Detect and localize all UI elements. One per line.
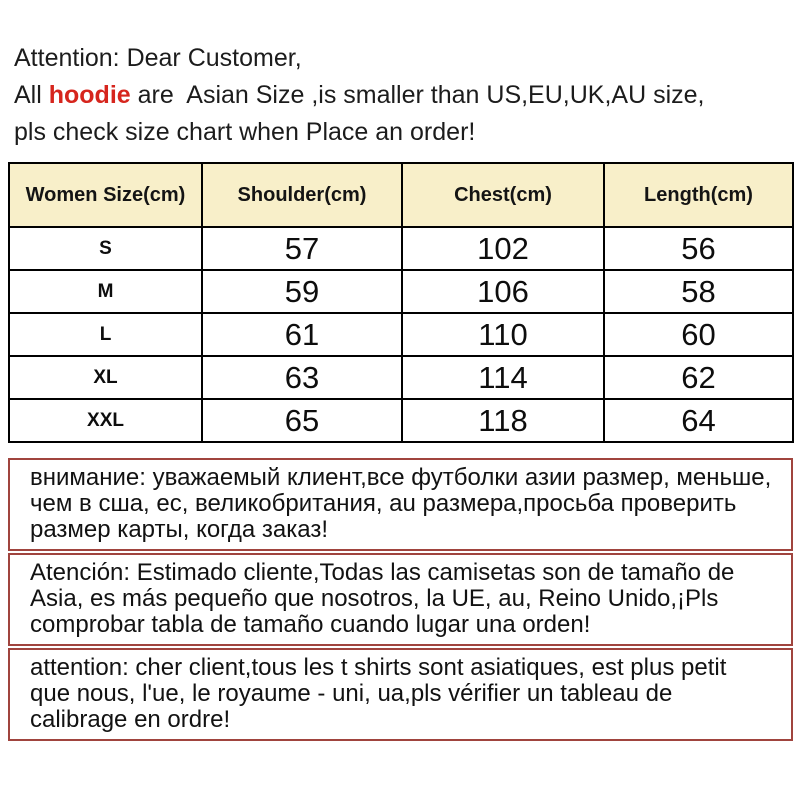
- shoulder-cell: 57: [201, 226, 403, 271]
- chest-cell: 110: [401, 312, 605, 357]
- chest-cell: 118: [401, 398, 605, 443]
- shoulder-cell: 59: [201, 269, 403, 314]
- shoulder-cell: 65: [201, 398, 403, 443]
- attention-line-1: Attention: Dear Customer,: [14, 44, 302, 72]
- size-table: Women Size(cm) Shoulder(cm) Chest(cm) Le…: [8, 162, 794, 443]
- attention-line-2: All hoodie are Asian Size ,is smaller th…: [14, 77, 792, 114]
- notice-russian: внимание: уважаемый клиент,все футболки …: [8, 458, 793, 551]
- attention-line-2-suffix: are Asian Size ,is smaller than US,EU,UK…: [130, 81, 705, 109]
- chest-cell: 106: [401, 269, 605, 314]
- attention-header: Attention: Dear Customer, All hoodie are…: [14, 40, 792, 151]
- table-row-m: M 59 106 58: [8, 269, 794, 314]
- shoulder-cell: 63: [201, 355, 403, 400]
- table-row-s: S 57 102 56: [8, 226, 794, 271]
- notice-spanish: Atención: Estimado cliente,Todas las cam…: [8, 553, 793, 646]
- length-cell: 56: [603, 226, 794, 271]
- table-row-xxl: XXL 65 118 64: [8, 398, 794, 443]
- length-cell: 64: [603, 398, 794, 443]
- table-header-row: Women Size(cm) Shoulder(cm) Chest(cm) Le…: [8, 162, 794, 228]
- table-row-xl: XL 63 114 62: [8, 355, 794, 400]
- size-cell: S: [8, 226, 203, 271]
- column-header-length: Length(cm): [603, 162, 794, 228]
- column-header-chest: Chest(cm): [401, 162, 605, 228]
- length-cell: 60: [603, 312, 794, 357]
- column-header-size: Women Size(cm): [8, 162, 203, 228]
- size-cell: XXL: [8, 398, 203, 443]
- attention-line-2-prefix: All: [14, 81, 49, 109]
- chest-cell: 114: [401, 355, 605, 400]
- size-cell: XL: [8, 355, 203, 400]
- hoodie-highlight: hoodie: [48, 81, 131, 109]
- chest-cell: 102: [401, 226, 605, 271]
- attention-line-3: pls check size chart when Place an order…: [14, 118, 476, 146]
- shoulder-cell: 61: [201, 312, 403, 357]
- notice-french: attention: cher client,tous les t shirts…: [8, 648, 793, 741]
- table-row-l: L 61 110 60: [8, 312, 794, 357]
- length-cell: 58: [603, 269, 794, 314]
- column-header-shoulder: Shoulder(cm): [201, 162, 403, 228]
- size-cell: M: [8, 269, 203, 314]
- size-cell: L: [8, 312, 203, 357]
- length-cell: 62: [603, 355, 794, 400]
